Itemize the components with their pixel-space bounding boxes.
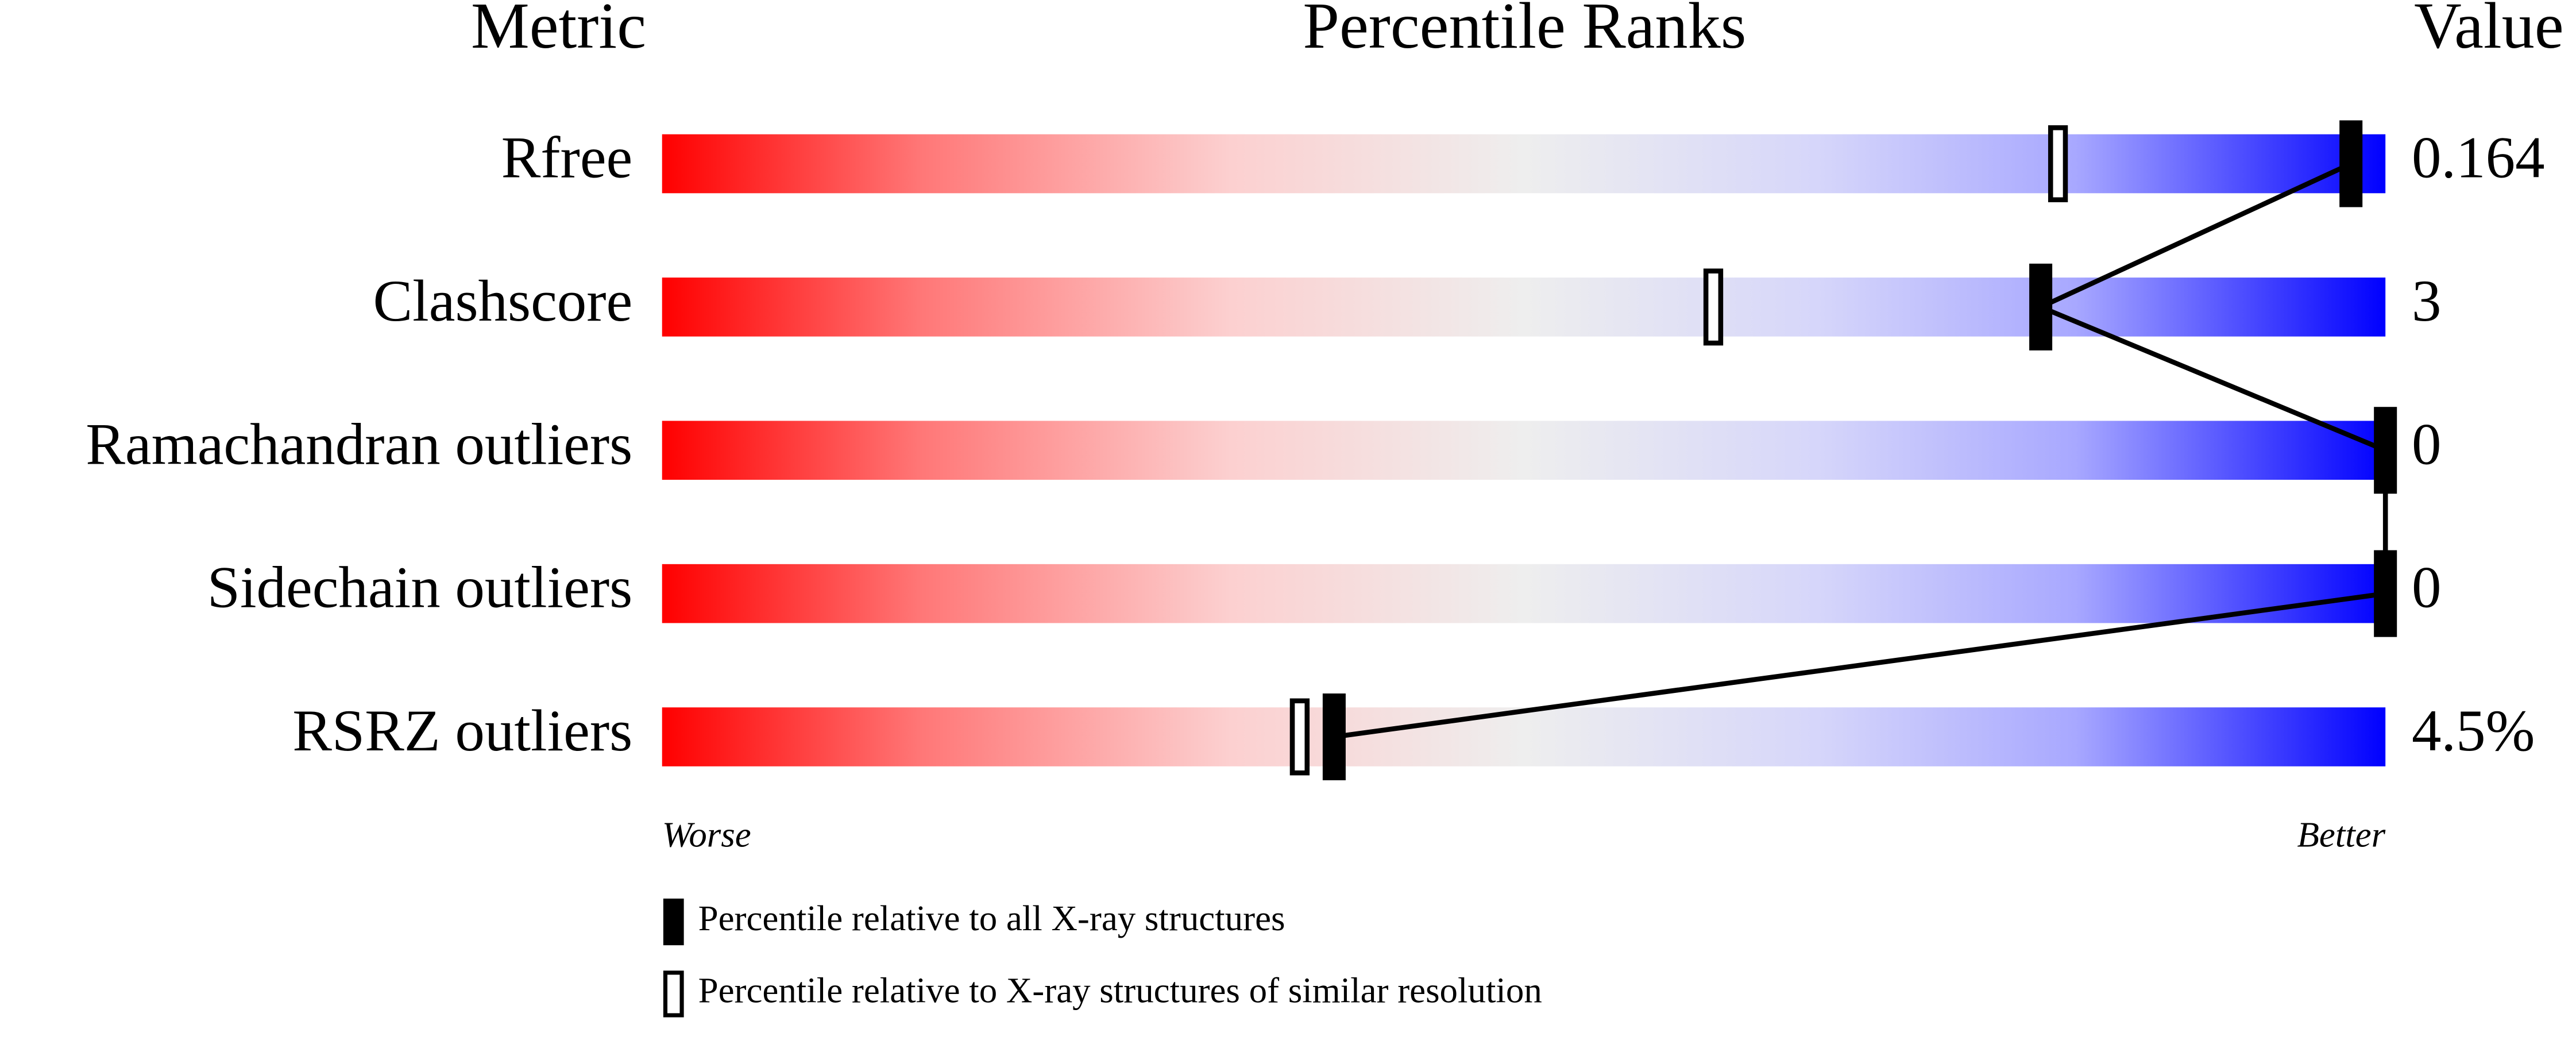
marker-similar bbox=[2048, 125, 2068, 202]
slider-bar bbox=[662, 421, 2386, 480]
metric-label: RSRZ outliers bbox=[292, 698, 632, 764]
axis-end-label: Better bbox=[2297, 815, 2385, 855]
metric-label: Ramachandran outliers bbox=[86, 411, 632, 477]
marker-all bbox=[2029, 263, 2053, 350]
metric-label: Rfree bbox=[501, 125, 633, 191]
metric-label: Sidechain outliers bbox=[207, 555, 633, 621]
metric-label: Clashscore bbox=[373, 268, 633, 334]
axis-end-label: Worse bbox=[662, 815, 751, 855]
slider-bar bbox=[662, 134, 2386, 194]
metric-value: 3 bbox=[2412, 268, 2441, 334]
marker-all bbox=[2374, 407, 2397, 494]
marker-similar bbox=[1289, 698, 1310, 776]
header: Value bbox=[2414, 0, 2563, 62]
marker-all bbox=[2374, 550, 2397, 637]
header: Metric bbox=[471, 0, 646, 62]
slider-bar bbox=[662, 564, 2386, 623]
slider-bar bbox=[662, 278, 2386, 337]
slider-bar bbox=[662, 707, 2386, 766]
legend-swatch bbox=[663, 970, 684, 1018]
marker-all bbox=[1322, 693, 1346, 781]
legend-label: Percentile relative to all X-ray structu… bbox=[698, 898, 1285, 938]
metric-value: 0.164 bbox=[2412, 125, 2545, 191]
metric-value: 4.5% bbox=[2412, 698, 2535, 764]
marker-all bbox=[2339, 120, 2363, 207]
marker-similar bbox=[1703, 268, 1724, 346]
legend-swatch bbox=[663, 898, 684, 946]
metric-value: 0 bbox=[2412, 555, 2441, 621]
header: Percentile Ranks bbox=[1303, 0, 1746, 62]
legend-label: Percentile relative to X-ray structures … bbox=[698, 970, 1542, 1010]
metric-value: 0 bbox=[2412, 411, 2441, 477]
